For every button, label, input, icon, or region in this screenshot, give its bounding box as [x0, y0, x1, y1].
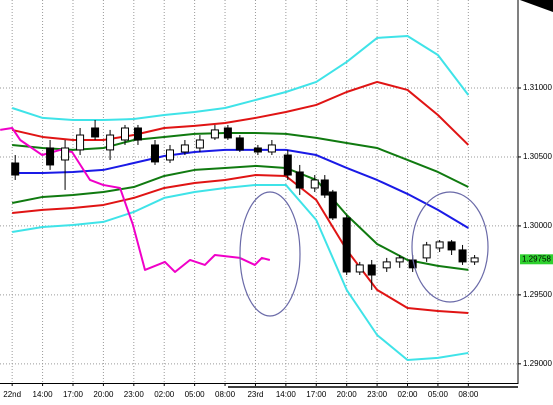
candle-body [458, 249, 467, 263]
x-tick-label: 20:00 [337, 390, 358, 399]
candle-body [106, 134, 115, 151]
candle-body [470, 257, 479, 263]
y-tick-label: 1.31000 [523, 83, 552, 92]
candle-body [435, 241, 444, 249]
x-tick-label: 23rd [247, 390, 263, 399]
candle-body [120, 127, 129, 141]
corner-marker [520, 0, 553, 12]
x-tick-label: 23:00 [124, 390, 145, 399]
x-tick-label: 02:00 [154, 390, 175, 399]
candle-body [150, 144, 159, 163]
x-tick-label: 08:00 [458, 390, 479, 399]
x-tick-label: 14:00 [33, 390, 54, 399]
x-tick-label: 08:00 [215, 390, 236, 399]
line-series [11, 35, 470, 121]
candle-body [76, 134, 85, 151]
lines [0, 35, 470, 361]
candle-body [422, 244, 431, 259]
candle-body [367, 264, 376, 276]
x-tick-label: 23:00 [367, 390, 388, 399]
line-series [11, 80, 470, 146]
x-tick-label: 14:00 [276, 390, 297, 399]
candle-body [180, 144, 189, 153]
candle-body [355, 264, 364, 273]
x-tick-label: 17:00 [63, 390, 84, 399]
candle-body [382, 261, 391, 269]
x-tick-label: 05:00 [185, 390, 206, 399]
candle-body [310, 179, 319, 189]
candle-body [253, 147, 262, 153]
line-series [12, 131, 469, 188]
annotation-ellipse [411, 191, 489, 303]
x-tick-label: 20:00 [93, 390, 114, 399]
x-tick-label: 05:00 [428, 390, 449, 399]
line-series [0, 126, 271, 273]
candles [11, 119, 479, 290]
line-series [11, 183, 469, 361]
candle-body [320, 179, 329, 196]
annotation-ellipse [239, 191, 301, 317]
candle-body [61, 147, 70, 161]
candle-body [133, 127, 142, 141]
y-tick-label: 1.29500 [523, 290, 552, 299]
x-tick-label: 17:00 [306, 390, 327, 399]
candle-body [328, 191, 337, 219]
candle-body [295, 171, 304, 189]
candle-body [283, 154, 292, 176]
candle-body [11, 162, 20, 176]
line-series [12, 174, 469, 314]
candle-body [447, 241, 456, 251]
candle-body [46, 147, 55, 166]
candle-body [195, 139, 204, 149]
line-series [11, 164, 469, 271]
grid [0, 0, 518, 383]
x-tick-label: 22nd [3, 390, 21, 399]
candle-body [223, 127, 232, 139]
candle-body [267, 144, 276, 153]
x-tick-label: 02:00 [397, 390, 418, 399]
y-tick-label: 1.30500 [523, 152, 552, 161]
y-tick-label: 1.29000 [523, 359, 552, 368]
candle-body [210, 129, 219, 139]
last-price-box [520, 254, 553, 265]
axes: 1.31000 1.30500 1.30000 1.29500 1.29000 22nd 1… [3, 83, 553, 399]
candle-body [342, 217, 351, 273]
y-tick-label: 1.30000 [523, 221, 552, 230]
candle-body [91, 127, 100, 138]
candle-body [235, 137, 244, 151]
candle-body [165, 149, 174, 161]
candle-body [395, 257, 404, 263]
last-price-label: 1.29758 [522, 254, 551, 263]
